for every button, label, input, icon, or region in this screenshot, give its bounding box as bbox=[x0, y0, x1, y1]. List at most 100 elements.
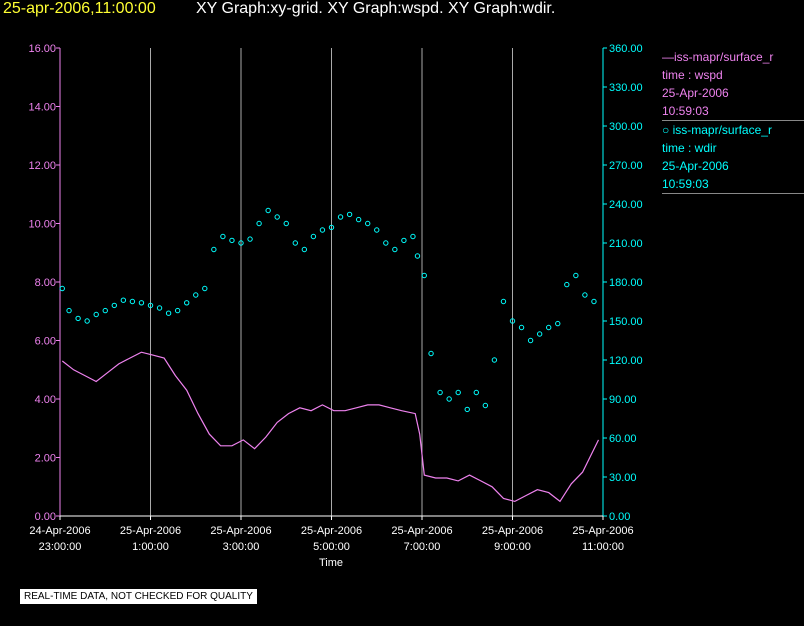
x-tick-date-label: 25-Apr-2006 bbox=[301, 525, 362, 537]
data-point-wdir bbox=[184, 300, 190, 306]
right-y-axis-ticks: 0.00 30.00 60.00 90.00 120.00 150.00 180.00 210… bbox=[603, 43, 643, 523]
legend-entry-wdir: ○ iss-mapr/surface_r time : wdir 25-Apr-… bbox=[662, 121, 804, 193]
quality-disclaimer: REAL-TIME DATA, NOT CHECKED FOR QUALITY bbox=[20, 589, 257, 604]
data-point-wdir bbox=[527, 337, 534, 344]
right-y-tick-label: 300.00 bbox=[609, 121, 643, 133]
right-y-tick-label: 150.00 bbox=[609, 316, 643, 328]
data-point-wdir bbox=[66, 307, 72, 314]
data-point-wdir bbox=[482, 402, 489, 409]
x-axis-label: Time bbox=[319, 557, 343, 569]
series-points-wdir bbox=[59, 207, 597, 413]
left-y-tick-label: 8.00 bbox=[35, 277, 56, 289]
data-point-wdir bbox=[301, 246, 308, 253]
data-point-wdir bbox=[365, 220, 371, 227]
data-point-wdir bbox=[428, 350, 434, 357]
data-point-wdir bbox=[328, 224, 335, 231]
right-y-tick-label: 210.00 bbox=[609, 238, 643, 250]
data-point-wdir bbox=[555, 320, 561, 327]
x-tick-date-label: 25-Apr-2006 bbox=[210, 525, 271, 537]
data-point-wdir bbox=[564, 281, 570, 288]
x-tick-time-label: 9:00:00 bbox=[494, 541, 531, 553]
right-y-tick-label: 180.00 bbox=[609, 277, 643, 289]
legend-divider bbox=[662, 120, 804, 121]
data-point-wdir bbox=[220, 233, 226, 240]
data-point-wdir bbox=[292, 240, 298, 246]
left-y-axis-ticks: 0.00 2.00 4.00 6.00 8.00 10.00 12.00 14.00 16.00 bbox=[28, 43, 60, 523]
legend-date: 25-Apr-2006 bbox=[662, 86, 729, 100]
data-point-wdir bbox=[355, 216, 362, 223]
data-point-wdir bbox=[410, 233, 416, 240]
data-point-wdir bbox=[138, 300, 145, 306]
title-graph-list: XY Graph:xy-grid. XY Graph:wspd. XY Grap… bbox=[196, 0, 556, 17]
x-tick-date-label: 25-Apr-2006 bbox=[120, 525, 181, 537]
right-y-tick-label: 90.00 bbox=[609, 394, 637, 406]
series-layer bbox=[59, 207, 600, 503]
data-point-wdir bbox=[337, 214, 344, 220]
data-point-wdir bbox=[383, 240, 389, 246]
data-point-wdir bbox=[265, 207, 271, 214]
data-point-wdir bbox=[500, 298, 507, 305]
data-point-wdir bbox=[491, 357, 498, 363]
data-point-wdir bbox=[256, 220, 262, 227]
data-point-wdir bbox=[573, 272, 579, 279]
series-line-wspd bbox=[61, 351, 600, 503]
left-y-tick-label: 6.00 bbox=[35, 336, 56, 348]
x-tick-time-label: 7:00:00 bbox=[404, 541, 441, 553]
data-point-wdir bbox=[374, 227, 380, 233]
legend-field: time : wspd bbox=[662, 68, 723, 82]
data-point-wdir bbox=[59, 285, 65, 292]
data-point-wdir bbox=[414, 253, 421, 259]
left-y-tick-label: 0.00 bbox=[35, 511, 56, 523]
x-tick-time-label: 3:00:00 bbox=[223, 541, 260, 553]
right-y-tick-label: 30.00 bbox=[609, 472, 637, 484]
data-point-wdir bbox=[229, 237, 235, 244]
right-y-tick-label: 120.00 bbox=[609, 355, 643, 367]
legend: —iss-mapr/surface_r time : wspd 25-Apr-2… bbox=[662, 48, 804, 194]
data-point-wdir bbox=[111, 302, 118, 309]
data-point-wdir bbox=[156, 305, 163, 311]
right-y-tick-label: 360.00 bbox=[609, 43, 643, 55]
data-point-wdir bbox=[310, 233, 317, 240]
right-y-tick-label: 330.00 bbox=[609, 82, 643, 94]
data-point-wdir bbox=[421, 272, 427, 279]
data-point-wdir bbox=[283, 220, 289, 227]
left-y-tick-label: 10.00 bbox=[28, 219, 56, 231]
legend-series-name: —iss-mapr/surface_r bbox=[662, 50, 774, 64]
data-point-wdir bbox=[75, 315, 81, 322]
data-point-wdir bbox=[473, 389, 479, 396]
data-point-wdir bbox=[202, 285, 208, 292]
data-point-wdir bbox=[247, 236, 253, 242]
data-point-wdir bbox=[84, 318, 90, 324]
data-point-wdir bbox=[274, 214, 280, 220]
x-tick-time-label: 23:00:00 bbox=[39, 541, 82, 553]
legend-time: 10:59:03 bbox=[662, 177, 709, 191]
legend-time: 10:59:03 bbox=[662, 104, 709, 118]
left-y-tick-label: 12.00 bbox=[28, 160, 56, 172]
legend-divider bbox=[662, 193, 804, 194]
left-y-tick-label: 14.00 bbox=[28, 102, 56, 114]
x-tick-date-label: 25-Apr-2006 bbox=[572, 525, 633, 537]
right-y-tick-label: 60.00 bbox=[609, 433, 637, 445]
right-y-tick-label: 270.00 bbox=[609, 160, 643, 172]
data-point-wdir bbox=[546, 324, 552, 331]
legend-series-name: ○ iss-mapr/surface_r bbox=[662, 123, 772, 137]
x-tick-time-label: 1:00:00 bbox=[132, 541, 169, 553]
data-point-wdir bbox=[346, 211, 353, 218]
data-point-wdir bbox=[147, 302, 154, 309]
data-point-wdir bbox=[464, 406, 470, 413]
legend-entry-wspd: —iss-mapr/surface_r time : wspd 25-Apr-2… bbox=[662, 48, 804, 120]
left-y-tick-label: 4.00 bbox=[35, 394, 56, 406]
data-point-wdir bbox=[591, 298, 597, 305]
data-point-wdir bbox=[455, 389, 461, 396]
data-point-wdir bbox=[401, 237, 407, 244]
x-tick-date-label: 24-Apr-2006 bbox=[29, 525, 90, 537]
data-point-wdir bbox=[102, 307, 108, 314]
x-tick-time-label: 11:00:00 bbox=[582, 541, 624, 553]
x-tick-date-label: 25-Apr-2006 bbox=[391, 525, 452, 537]
x-tick-date-label: 25-Apr-2006 bbox=[482, 525, 543, 537]
data-point-wdir bbox=[238, 240, 244, 246]
title-timestamp: 25-apr-2006,11:00:00 bbox=[3, 0, 156, 17]
data-point-wdir bbox=[582, 292, 588, 298]
data-point-wdir bbox=[319, 227, 326, 233]
